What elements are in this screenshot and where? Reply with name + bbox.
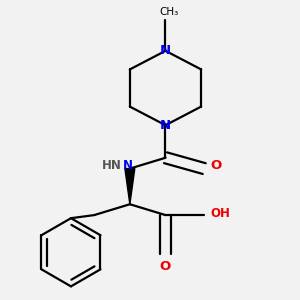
Text: O: O (160, 260, 171, 273)
Text: HN: HN (102, 159, 122, 172)
Polygon shape (125, 169, 135, 204)
Text: O: O (210, 159, 222, 172)
Text: N: N (123, 159, 133, 172)
Text: OH: OH (210, 207, 230, 220)
Text: N: N (160, 119, 171, 132)
Text: N: N (160, 44, 171, 57)
Text: CH₃: CH₃ (159, 7, 178, 17)
